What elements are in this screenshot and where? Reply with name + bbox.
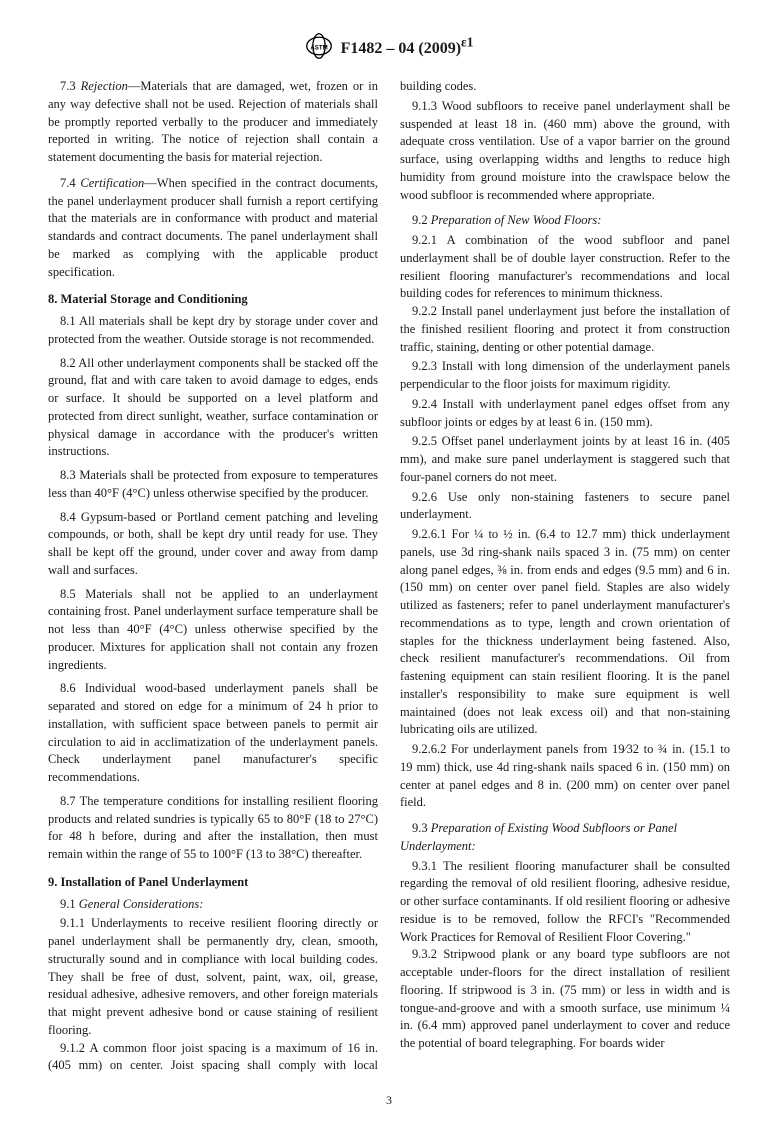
para-9-2-6-2: 9.2.6.2 For underlayment panels from 19⁄…	[400, 741, 730, 812]
para-9-3: 9.3 Preparation of Existing Wood Subfloo…	[400, 820, 730, 856]
para-8-5: 8.5 Materials shall not be applied to an…	[48, 586, 378, 675]
rejection-label: Rejection	[81, 79, 128, 93]
para-9-2-5: 9.2.5 Offset panel underlayment joints b…	[400, 433, 730, 486]
para-9-1: 9.1 General Considerations:	[48, 896, 378, 914]
para-8-2: 8.2 All other underlayment components sh…	[48, 355, 378, 462]
para-9-2-1: 9.2.1 A combination of the wood subfloor…	[400, 232, 730, 303]
para-8-1: 8.1 All materials shall be kept dry by s…	[48, 313, 378, 349]
para-9-3-2: 9.3.2 Stripwood plank or any board type …	[400, 946, 730, 1053]
section-9-title: 9. Installation of Panel Underlayment	[48, 874, 378, 892]
para-9-2-4: 9.2.4 Install with underlayment panel ed…	[400, 396, 730, 432]
astm-logo-icon: ASTM	[305, 32, 333, 60]
para-8-3: 8.3 Materials shall be protected from ex…	[48, 467, 378, 503]
para-9-2-2: 9.2.2 Install panel underlayment just be…	[400, 303, 730, 356]
para-7-3: 7.3 Rejection—Materials that are damaged…	[48, 78, 378, 167]
para-8-4: 8.4 Gypsum-based or Portland cement patc…	[48, 509, 378, 580]
svg-text:ASTM: ASTM	[310, 45, 327, 52]
page-header: ASTM F1482 – 04 (2009)ε1	[48, 32, 730, 60]
para-9-2-6-1: 9.2.6.1 For ¼ to ½ in. (6.4 to 12.7 mm) …	[400, 526, 730, 739]
para-9-2: 9.2 Preparation of New Wood Floors:	[400, 212, 730, 230]
para-9-3-1: 9.3.1 The resilient flooring manufacture…	[400, 858, 730, 947]
certification-label: Certification	[80, 176, 144, 190]
standard-designation: F1482 – 04 (2009)ε1	[341, 40, 474, 57]
epsilon-superscript: ε1	[461, 34, 473, 49]
para-9-1-1: 9.1.1 Underlayments to receive resilient…	[48, 915, 378, 1039]
section-8-title: 8. Material Storage and Conditioning	[48, 291, 378, 309]
para-9-2-6: 9.2.6 Use only non-staining fasteners to…	[400, 489, 730, 525]
para-8-6: 8.6 Individual wood-based underlayment p…	[48, 680, 378, 787]
para-7-4: 7.4 Certification—When specified in the …	[48, 175, 378, 282]
para-9-1-3: 9.1.3 Wood subfloors to receive panel un…	[400, 98, 730, 205]
para-8-7: 8.7 The temperature conditions for insta…	[48, 793, 378, 864]
page: ASTM F1482 – 04 (2009)ε1 7.3 Rejection—M…	[0, 0, 778, 1132]
body-columns: 7.3 Rejection—Materials that are damaged…	[48, 78, 730, 1075]
page-number: 3	[386, 1093, 392, 1107]
page-footer: 3	[48, 1093, 730, 1108]
para-9-2-3: 9.2.3 Install with long dimension of the…	[400, 358, 730, 394]
